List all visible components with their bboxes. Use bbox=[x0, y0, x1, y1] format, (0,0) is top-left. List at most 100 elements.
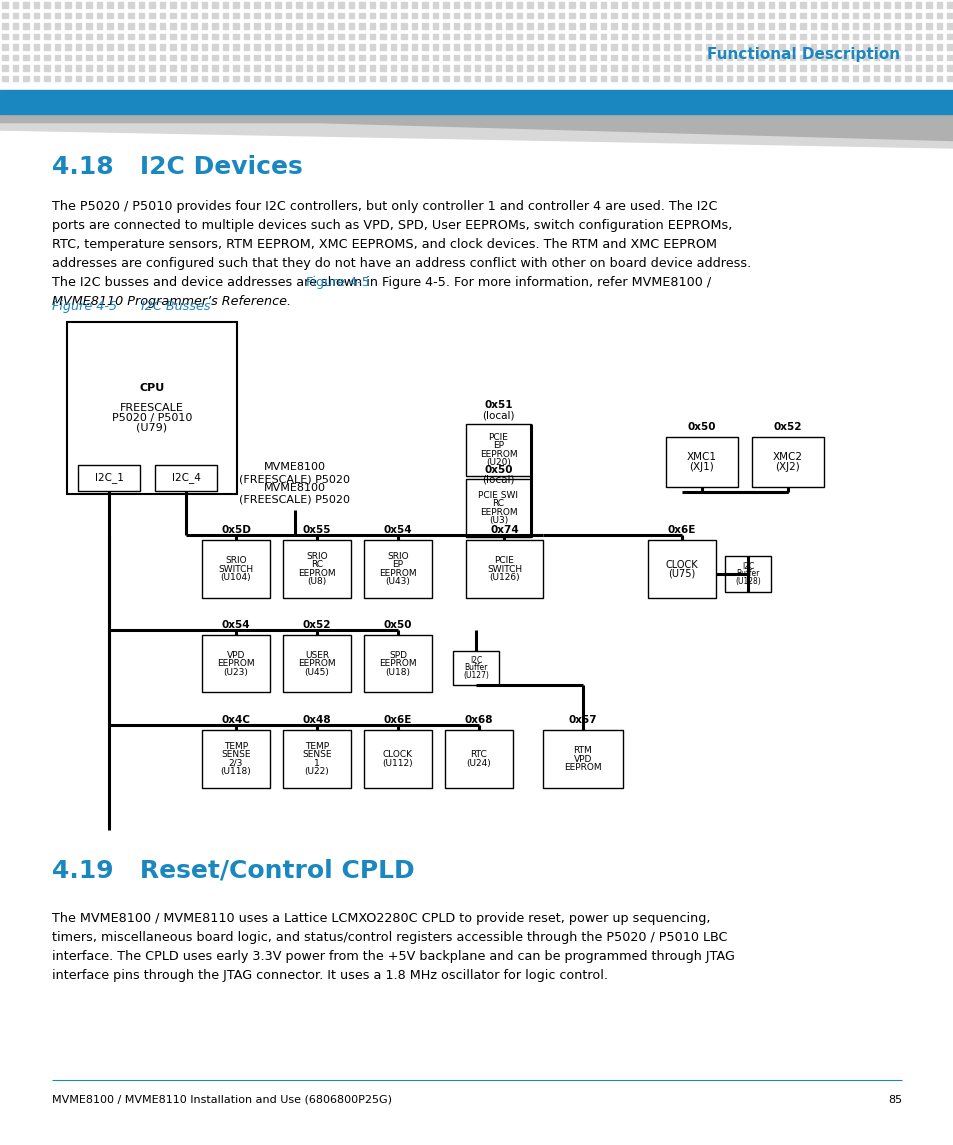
Bar bbox=[444, 731, 513, 788]
Bar bbox=[632, 65, 638, 71]
Bar bbox=[128, 65, 133, 71]
Bar bbox=[159, 13, 165, 18]
Bar bbox=[600, 55, 605, 61]
Bar bbox=[674, 23, 679, 29]
Bar bbox=[117, 45, 123, 49]
Bar bbox=[946, 76, 952, 81]
Bar bbox=[789, 76, 795, 81]
Bar bbox=[632, 2, 638, 8]
Text: P5020 / P5010: P5020 / P5010 bbox=[112, 413, 192, 423]
Bar bbox=[283, 540, 351, 598]
Bar bbox=[464, 13, 469, 18]
Bar bbox=[44, 33, 50, 39]
Bar bbox=[328, 45, 333, 49]
Bar bbox=[737, 55, 742, 61]
Bar bbox=[44, 55, 50, 61]
Bar bbox=[275, 65, 280, 71]
Bar bbox=[496, 2, 500, 8]
Bar bbox=[579, 2, 584, 8]
Bar bbox=[537, 45, 542, 49]
Bar bbox=[170, 45, 175, 49]
Bar bbox=[506, 55, 511, 61]
Bar bbox=[925, 76, 931, 81]
Bar bbox=[527, 65, 532, 71]
Text: (U126): (U126) bbox=[489, 572, 519, 582]
Bar bbox=[548, 55, 553, 61]
Bar bbox=[800, 23, 805, 29]
Bar bbox=[170, 2, 175, 8]
Bar bbox=[821, 2, 826, 8]
Text: (U23): (U23) bbox=[223, 668, 248, 677]
Bar bbox=[621, 13, 626, 18]
Bar bbox=[475, 65, 479, 71]
Bar bbox=[841, 2, 847, 8]
Bar bbox=[96, 76, 102, 81]
Bar bbox=[537, 2, 542, 8]
Bar bbox=[642, 45, 648, 49]
Bar bbox=[674, 45, 679, 49]
Text: MVME8100: MVME8100 bbox=[264, 461, 326, 472]
Bar bbox=[862, 2, 868, 8]
Bar bbox=[695, 65, 700, 71]
Bar bbox=[747, 2, 753, 8]
Bar bbox=[191, 65, 196, 71]
Bar bbox=[737, 13, 742, 18]
Bar bbox=[328, 33, 333, 39]
Bar bbox=[75, 65, 81, 71]
Bar bbox=[831, 2, 837, 8]
Bar bbox=[283, 635, 351, 692]
Bar bbox=[328, 13, 333, 18]
Bar bbox=[894, 76, 900, 81]
Bar bbox=[674, 76, 679, 81]
Bar bbox=[485, 13, 490, 18]
Bar bbox=[821, 33, 826, 39]
Bar bbox=[464, 33, 469, 39]
Bar bbox=[296, 45, 301, 49]
Text: XMC1: XMC1 bbox=[686, 452, 717, 463]
Bar bbox=[338, 65, 343, 71]
Bar bbox=[569, 2, 574, 8]
Bar bbox=[317, 65, 322, 71]
Bar bbox=[338, 45, 343, 49]
Bar bbox=[726, 45, 732, 49]
Bar bbox=[674, 2, 679, 8]
Text: I2C_4: I2C_4 bbox=[172, 473, 200, 483]
Bar bbox=[475, 33, 479, 39]
Bar bbox=[202, 731, 270, 788]
Bar bbox=[548, 65, 553, 71]
Bar bbox=[810, 13, 816, 18]
Bar bbox=[180, 55, 186, 61]
Text: SENSE: SENSE bbox=[221, 750, 251, 759]
Bar bbox=[789, 23, 795, 29]
Bar bbox=[138, 13, 144, 18]
Bar bbox=[695, 23, 700, 29]
Bar bbox=[2, 33, 8, 39]
Bar bbox=[170, 23, 175, 29]
Bar bbox=[695, 13, 700, 18]
Bar bbox=[632, 33, 638, 39]
Bar bbox=[841, 45, 847, 49]
Bar bbox=[433, 65, 437, 71]
Bar bbox=[726, 33, 732, 39]
Bar bbox=[506, 33, 511, 39]
Bar bbox=[191, 13, 196, 18]
Bar bbox=[810, 55, 816, 61]
Bar bbox=[925, 13, 931, 18]
Bar bbox=[705, 2, 711, 8]
Bar bbox=[506, 65, 511, 71]
Bar bbox=[364, 731, 432, 788]
Bar bbox=[138, 65, 144, 71]
Bar bbox=[422, 2, 427, 8]
Bar bbox=[936, 2, 942, 8]
Bar bbox=[180, 45, 186, 49]
Bar bbox=[758, 33, 763, 39]
Bar bbox=[401, 2, 406, 8]
Bar bbox=[67, 322, 236, 493]
Bar bbox=[724, 556, 770, 592]
Text: TEMP: TEMP bbox=[305, 742, 329, 751]
Text: 0x50: 0x50 bbox=[687, 423, 716, 432]
Bar bbox=[590, 45, 595, 49]
Text: (U128): (U128) bbox=[735, 577, 760, 586]
Bar bbox=[359, 2, 364, 8]
Bar bbox=[548, 33, 553, 39]
